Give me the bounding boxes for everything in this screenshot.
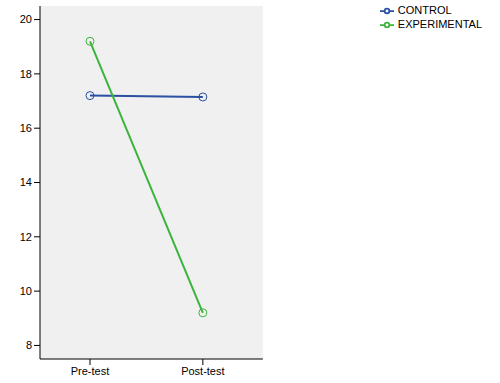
svg-text:12: 12: [20, 231, 32, 243]
html-text:EXPERIMENTAL: EXPERIMENTAL: [397, 18, 482, 31]
svg-text:Pre-test: Pre-test: [71, 365, 110, 377]
svg-text:20: 20: [20, 13, 32, 25]
svg-text:14: 14: [20, 176, 32, 188]
svg-text:Post-test: Post-test: [181, 365, 224, 377]
svg-text:18: 18: [20, 68, 32, 80]
svg-text:16: 16: [20, 122, 32, 134]
html-text:CONTROL: CONTROL: [397, 4, 452, 16]
svg-text:10: 10: [20, 285, 32, 297]
svg-text:8: 8: [26, 339, 32, 351]
